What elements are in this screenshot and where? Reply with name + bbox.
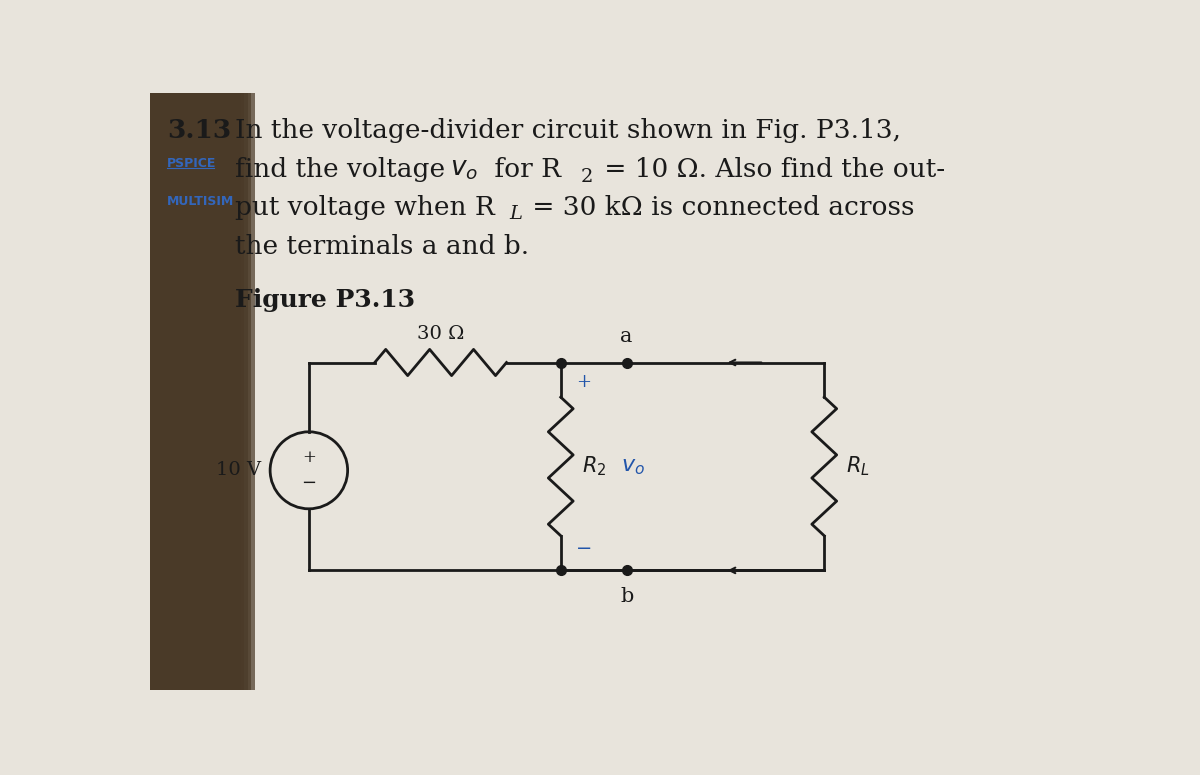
Text: $v_o$: $v_o$: [450, 157, 478, 182]
Text: the terminals a and b.: the terminals a and b.: [235, 234, 529, 259]
Bar: [150, 93, 168, 690]
Text: for R: for R: [486, 157, 560, 182]
Bar: [150, 93, 254, 690]
Text: put voltage when R: put voltage when R: [235, 195, 496, 220]
Text: PSPICE: PSPICE: [167, 157, 216, 170]
Text: $R_L$: $R_L$: [846, 455, 870, 478]
Text: = 10 Ω. Also find the out-: = 10 Ω. Also find the out-: [595, 157, 944, 182]
Bar: [150, 93, 188, 690]
Bar: [150, 93, 161, 690]
Text: MULTISIM: MULTISIM: [167, 195, 234, 208]
Bar: [150, 93, 227, 690]
Bar: [150, 93, 216, 690]
Bar: [150, 93, 234, 690]
Bar: [150, 93, 174, 690]
Bar: [150, 93, 203, 690]
Bar: [150, 93, 199, 690]
Bar: [150, 93, 223, 690]
Text: find the voltage: find the voltage: [235, 157, 454, 182]
Bar: [150, 93, 185, 690]
Bar: [150, 93, 251, 690]
Bar: [150, 93, 241, 690]
Bar: [150, 93, 196, 690]
Text: Figure P3.13: Figure P3.13: [235, 288, 415, 312]
Text: −: −: [301, 474, 317, 492]
Bar: [150, 93, 192, 690]
Bar: [150, 93, 220, 690]
Text: a: a: [620, 326, 632, 346]
Text: 2: 2: [581, 167, 593, 186]
Text: −: −: [576, 540, 592, 558]
Bar: [150, 93, 157, 690]
Text: $v_o$: $v_o$: [622, 456, 646, 477]
Text: +: +: [302, 449, 316, 466]
Bar: [150, 93, 238, 690]
Bar: [150, 93, 164, 690]
Bar: [150, 93, 181, 690]
Bar: [150, 93, 178, 690]
Text: 3.13: 3.13: [167, 119, 232, 143]
Bar: [150, 93, 209, 690]
Bar: [150, 93, 206, 690]
Bar: [150, 93, 212, 690]
Text: In the voltage-divider circuit shown in Fig. P3.13,: In the voltage-divider circuit shown in …: [235, 119, 901, 143]
Text: 30 Ω: 30 Ω: [416, 326, 464, 343]
Bar: [150, 93, 170, 690]
Text: = 30 kΩ is connected across: = 30 kΩ is connected across: [523, 195, 914, 220]
Text: L: L: [509, 205, 522, 223]
Bar: [150, 93, 244, 690]
Bar: [150, 93, 230, 690]
Text: b: b: [620, 587, 634, 606]
Text: $R_2$: $R_2$: [582, 455, 607, 478]
Text: +: +: [576, 373, 592, 391]
Text: 10 V: 10 V: [216, 461, 260, 479]
Bar: [150, 93, 247, 690]
Bar: [150, 93, 154, 690]
